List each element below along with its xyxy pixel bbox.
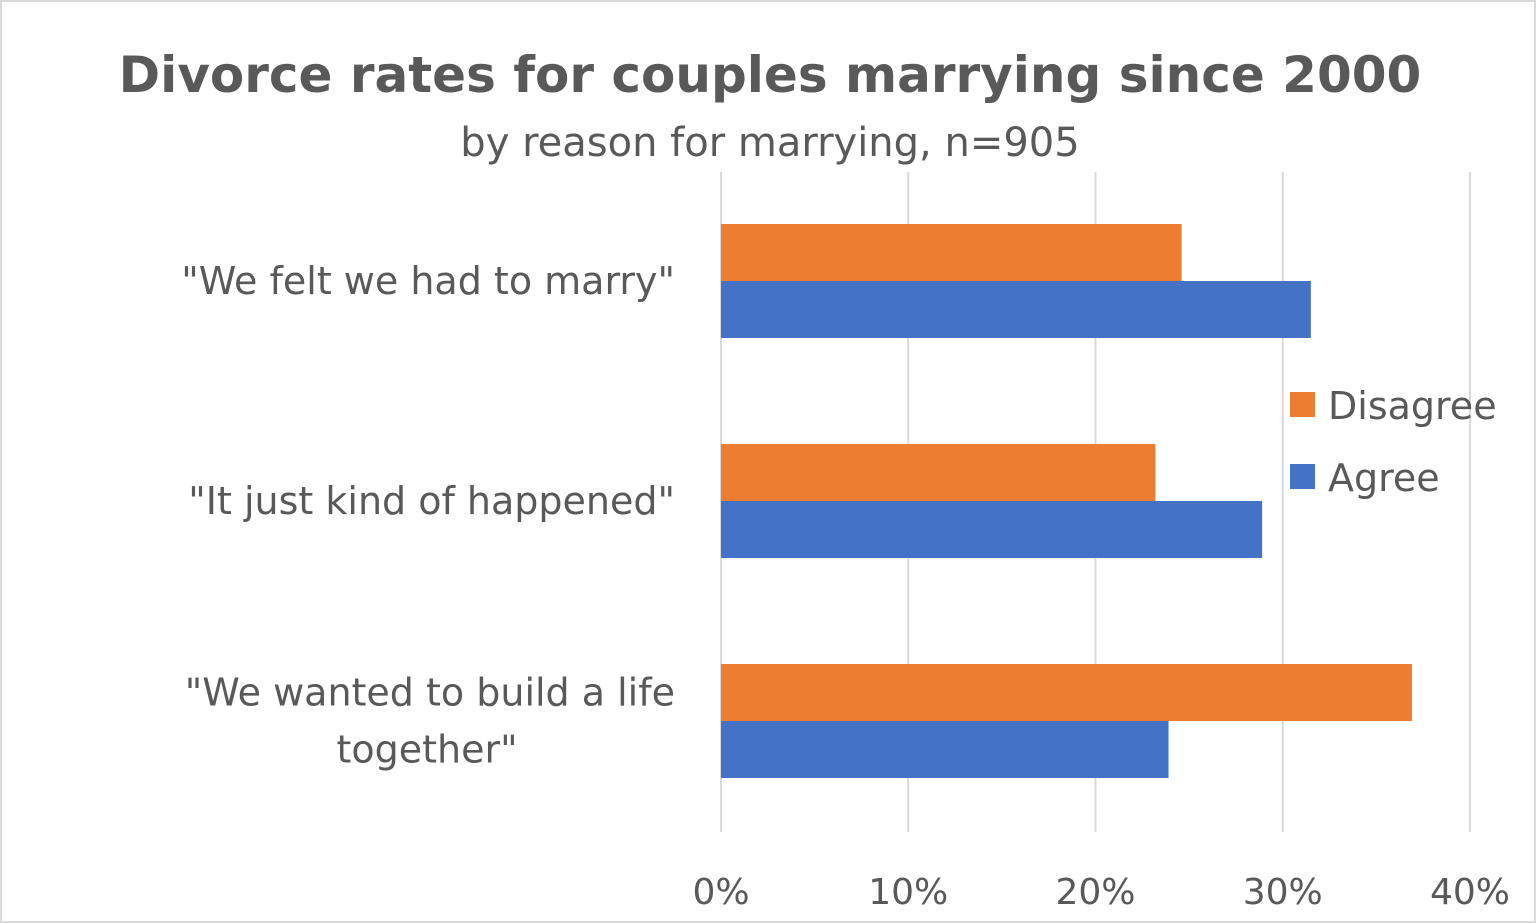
x-tick-label: 20% (1055, 872, 1135, 913)
legend-label-agree: Agree (1328, 456, 1440, 500)
legend-swatch-agree (1290, 464, 1315, 489)
bar-agree (721, 281, 1311, 338)
category-label: together" (336, 728, 517, 772)
chart-subtitle: by reason for marrying, n=905 (460, 120, 1079, 166)
bar-disagree (721, 444, 1156, 501)
category-label: "We wanted to build a life (185, 671, 675, 715)
category-label: "We felt we had to marry" (181, 259, 675, 303)
legend: Disagree Agree (1290, 384, 1497, 500)
x-tick-label: 40% (1430, 872, 1510, 913)
category-labels: "We felt we had to marry" "It just kind o… (181, 259, 675, 772)
bar-disagree (721, 664, 1412, 721)
category-label: "It just kind of happened" (188, 479, 675, 523)
legend-swatch-disagree (1290, 392, 1315, 417)
chart-title: Divorce rates for couples marrying since… (119, 46, 1422, 104)
bar-agree (721, 721, 1169, 778)
legend-label-disagree: Disagree (1328, 384, 1497, 428)
x-axis-ticks: 0% 10% 20% 30% 40% (692, 872, 1510, 913)
bars (721, 224, 1412, 778)
bar-disagree (721, 224, 1182, 281)
x-tick-label: 30% (1243, 872, 1323, 913)
x-tick-label: 10% (868, 872, 948, 913)
bar-agree (721, 501, 1263, 558)
x-tick-label: 0% (692, 872, 749, 913)
